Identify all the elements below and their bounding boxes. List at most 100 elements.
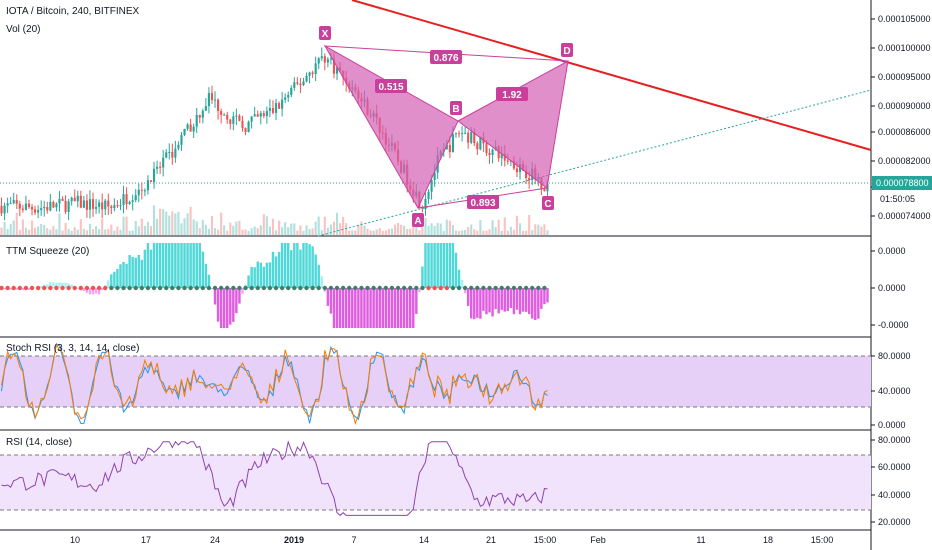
ttm-dot — [261, 285, 267, 291]
candle — [250, 116, 253, 129]
ttm-bar — [216, 288, 220, 322]
volume-bar — [509, 226, 512, 235]
volume-bar — [281, 227, 284, 235]
ttm-bar — [344, 288, 348, 328]
ttm-dot — [237, 285, 242, 291]
ttm-dot — [377, 285, 382, 291]
ttm-dot — [401, 285, 407, 291]
volume-bar — [262, 214, 265, 235]
ttm-bar — [198, 243, 201, 288]
ttm-bar — [381, 288, 384, 328]
ttm-bar — [229, 288, 232, 325]
candle — [223, 112, 226, 116]
green-trendline[interactable] — [317, 89, 872, 237]
ttm-bar — [491, 288, 494, 317]
volume-bar — [110, 224, 113, 235]
rsi-band — [0, 455, 871, 510]
ttm-bar — [518, 288, 522, 315]
volume-bar — [119, 229, 122, 235]
volume-bar — [314, 221, 317, 235]
ttm-bar — [100, 288, 104, 291]
volume-bar — [506, 230, 509, 235]
axis-tick: -0.0000 — [878, 320, 909, 330]
ttm-bar — [134, 257, 137, 288]
time-tick: 24 — [210, 535, 220, 545]
ttm-bar — [259, 262, 262, 288]
ttm-bar — [436, 243, 439, 288]
ttm-bar — [82, 288, 86, 292]
candles — [0, 47, 549, 221]
candle — [299, 77, 302, 93]
volume-bar — [378, 228, 381, 235]
ttm-dot — [475, 285, 480, 291]
candle — [210, 85, 214, 104]
candle — [204, 97, 207, 112]
price-tick: 0.000095000 — [878, 72, 931, 82]
volume-bars — [0, 205, 549, 235]
harmonic-pattern[interactable] — [323, 44, 569, 210]
candle — [308, 71, 311, 84]
volume-bar — [293, 223, 296, 235]
ttm-bar — [204, 263, 208, 288]
ttm-dot — [109, 285, 114, 291]
red-trendline[interactable] — [351, 0, 872, 151]
volume-bar — [168, 215, 171, 235]
volume-bar — [406, 228, 409, 235]
ttm-dot — [194, 285, 199, 291]
ttm-dot — [42, 285, 47, 291]
ttm-bar — [412, 288, 415, 328]
ttm-bar — [357, 288, 360, 328]
volume-bar — [3, 221, 6, 235]
ttm-bar — [335, 288, 339, 328]
ttm-bar — [354, 288, 357, 328]
volume-bar — [76, 229, 79, 235]
ttm-dot — [54, 285, 59, 291]
volume-bar — [12, 220, 15, 235]
ttm-bar — [192, 243, 195, 288]
volume-bar — [528, 215, 531, 235]
time-tick: 10 — [70, 535, 80, 545]
ttm-bar — [183, 243, 186, 288]
candle — [149, 180, 153, 182]
ttm-dot — [340, 285, 346, 291]
ratio-label-bc_d: 1.92 — [496, 87, 528, 101]
candle — [220, 108, 223, 124]
volume-bar — [149, 225, 153, 235]
price-tick: 0.000105000 — [878, 14, 931, 24]
volume-bar — [189, 206, 192, 235]
volume-bar — [180, 223, 183, 235]
candle — [79, 190, 82, 209]
ttm-dot — [408, 285, 413, 291]
ttm-bar — [378, 288, 381, 328]
ttm-bar — [91, 288, 95, 295]
pattern-xab — [323, 44, 459, 210]
volume-bar — [320, 230, 323, 235]
ttm-bar — [314, 254, 317, 288]
ttm-bar — [125, 263, 128, 288]
time-axis[interactable]: 10 17 24 2019 7 14 21 15:00 Feb 11 18 15:00 — [70, 535, 833, 545]
ttm-dot — [389, 285, 395, 291]
volume-bar — [174, 213, 177, 235]
price-tick: 0.000074000 — [878, 211, 931, 221]
volume-bar — [360, 221, 363, 235]
ttm-bar — [494, 288, 497, 310]
ttm-dot — [48, 285, 53, 291]
candle — [247, 120, 250, 133]
ttm-bar — [351, 288, 354, 328]
volume-bar — [491, 220, 494, 235]
volume-bar — [125, 216, 128, 235]
ttm-bar — [207, 274, 211, 288]
volume-bar — [259, 225, 262, 235]
candle — [424, 192, 427, 216]
candle — [34, 205, 37, 216]
rsi-path — [1, 440, 548, 517]
volume-bar — [49, 229, 52, 235]
stoch-d-line — [1, 343, 548, 426]
volume-bar — [171, 211, 174, 235]
ttm-bar — [296, 243, 299, 288]
ttm-bar — [210, 288, 214, 290]
ttm-dot — [35, 285, 41, 291]
ttm-bar — [52, 282, 55, 288]
